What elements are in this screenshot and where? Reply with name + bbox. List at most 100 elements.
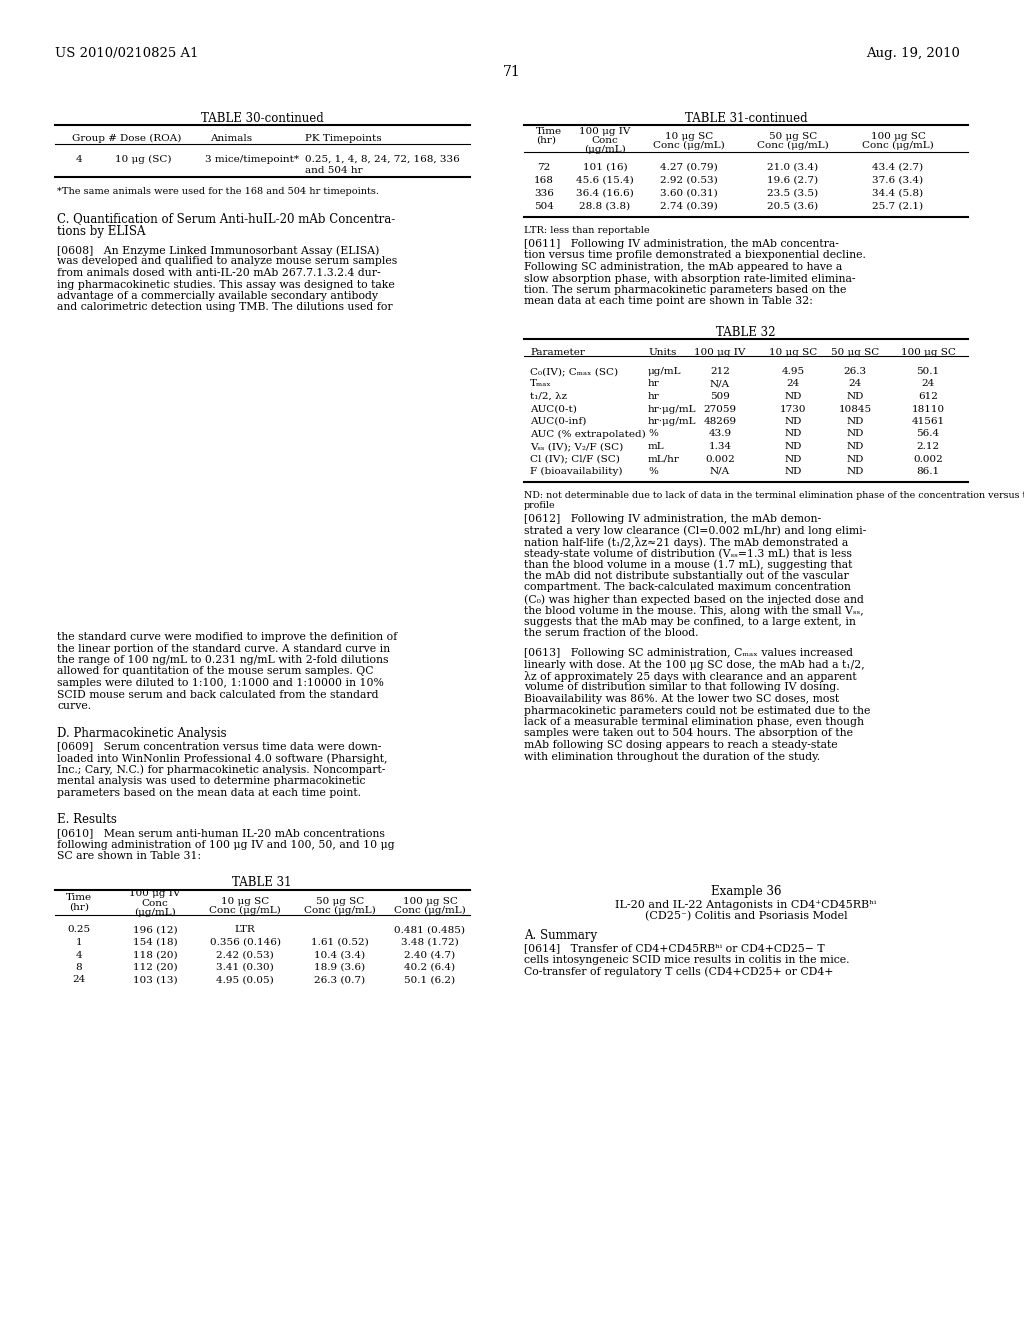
Text: Bioavailability was 86%. At the lower two SC doses, most: Bioavailability was 86%. At the lower tw… xyxy=(524,694,839,704)
Text: Vₛₛ (IV); V₂/F (SC): Vₛₛ (IV); V₂/F (SC) xyxy=(530,442,624,451)
Text: Parameter: Parameter xyxy=(530,348,585,356)
Text: 2.74 (0.39): 2.74 (0.39) xyxy=(660,202,718,211)
Text: nation half-life (t₁/2,λz≈21 days). The mAb demonstrated a: nation half-life (t₁/2,λz≈21 days). The … xyxy=(524,536,848,548)
Text: 1730: 1730 xyxy=(779,404,806,413)
Text: 0.481 (0.485): 0.481 (0.485) xyxy=(394,925,466,935)
Text: Units: Units xyxy=(648,348,677,356)
Text: 1.61 (0.52): 1.61 (0.52) xyxy=(311,939,369,946)
Text: AUC(0-t): AUC(0-t) xyxy=(530,404,577,413)
Text: 0.002: 0.002 xyxy=(706,454,735,463)
Text: Tₘₐₓ: Tₘₐₓ xyxy=(530,380,552,388)
Text: with elimination throughout the duration of the study.: with elimination throughout the duration… xyxy=(524,751,820,762)
Text: lack of a measurable terminal elimination phase, even though: lack of a measurable terminal eliminatio… xyxy=(524,717,864,727)
Text: strated a very low clearance (Cl=0.002 mL/hr) and long elimi-: strated a very low clearance (Cl=0.002 m… xyxy=(524,525,866,536)
Text: 103 (13): 103 (13) xyxy=(133,975,177,985)
Text: hr: hr xyxy=(648,380,659,388)
Text: Following SC administration, the mAb appeared to have a: Following SC administration, the mAb app… xyxy=(524,261,843,272)
Text: 50 μg SC: 50 μg SC xyxy=(830,348,880,356)
Text: TABLE 31-continued: TABLE 31-continued xyxy=(685,112,807,125)
Text: hr·μg/mL: hr·μg/mL xyxy=(648,417,696,426)
Text: 4.95 (0.05): 4.95 (0.05) xyxy=(216,975,273,985)
Text: (μg/mL): (μg/mL) xyxy=(584,145,626,154)
Text: 24: 24 xyxy=(73,975,86,985)
Text: IL-20 and IL-22 Antagonists in CD4⁺CD45RBʰⁱ: IL-20 and IL-22 Antagonists in CD4⁺CD45R… xyxy=(615,899,877,909)
Text: ND: ND xyxy=(846,392,863,401)
Text: Conc (μg/mL): Conc (μg/mL) xyxy=(304,906,376,915)
Text: N/A: N/A xyxy=(710,380,730,388)
Text: Conc (μg/mL): Conc (μg/mL) xyxy=(653,141,725,150)
Text: 100 μg SC: 100 μg SC xyxy=(870,132,926,141)
Text: tion. The serum pharmacokinetic parameters based on the: tion. The serum pharmacokinetic paramete… xyxy=(524,285,847,294)
Text: 3.60 (0.31): 3.60 (0.31) xyxy=(660,189,718,198)
Text: 10 μg SC: 10 μg SC xyxy=(665,132,713,141)
Text: profile: profile xyxy=(524,500,556,510)
Text: hr: hr xyxy=(648,392,659,401)
Text: ND: ND xyxy=(784,442,802,451)
Text: LTR: LTR xyxy=(234,925,255,935)
Text: [0613]   Following SC administration, Cₘₐₓ values increased: [0613] Following SC administration, Cₘₐₓ… xyxy=(524,648,853,657)
Text: following administration of 100 μg IV and 100, 50, and 10 μg: following administration of 100 μg IV an… xyxy=(57,840,394,850)
Text: D. Pharmacokinetic Analysis: D. Pharmacokinetic Analysis xyxy=(57,726,226,739)
Text: *The same animals were used for the 168 and 504 hr timepoints.: *The same animals were used for the 168 … xyxy=(57,187,379,195)
Text: C. Quantification of Serum Anti-huIL-20 mAb Concentra-: C. Quantification of Serum Anti-huIL-20 … xyxy=(57,213,395,224)
Text: AUC(0-inf): AUC(0-inf) xyxy=(530,417,587,426)
Text: Example 36: Example 36 xyxy=(711,884,781,898)
Text: 56.4: 56.4 xyxy=(916,429,940,438)
Text: 0.002: 0.002 xyxy=(913,454,943,463)
Text: than the blood volume in a mouse (1.7 mL), suggesting that: than the blood volume in a mouse (1.7 mL… xyxy=(524,560,852,570)
Text: ND: ND xyxy=(784,417,802,426)
Text: 10 μg SC: 10 μg SC xyxy=(221,896,269,906)
Text: Dose (ROA): Dose (ROA) xyxy=(120,135,181,143)
Text: volume of distribution similar to that following IV dosing.: volume of distribution similar to that f… xyxy=(524,682,840,693)
Text: ND: ND xyxy=(846,454,863,463)
Text: 504: 504 xyxy=(535,202,554,211)
Text: 8: 8 xyxy=(76,964,82,972)
Text: 10 μg (SC): 10 μg (SC) xyxy=(115,154,171,164)
Text: t₁/2, λz: t₁/2, λz xyxy=(530,392,567,401)
Text: 19.6 (2.7): 19.6 (2.7) xyxy=(767,176,818,185)
Text: λz of approximately 25 days with clearance and an apparent: λz of approximately 25 days with clearan… xyxy=(524,671,857,682)
Text: %: % xyxy=(648,429,657,438)
Text: 2.40 (4.7): 2.40 (4.7) xyxy=(404,950,456,960)
Text: 0.356 (0.146): 0.356 (0.146) xyxy=(210,939,281,946)
Text: 100 μg IV: 100 μg IV xyxy=(694,348,745,356)
Text: [0612]   Following IV administration, the mAb demon-: [0612] Following IV administration, the … xyxy=(524,513,821,524)
Text: Aug. 19, 2010: Aug. 19, 2010 xyxy=(866,48,961,59)
Text: 0.25: 0.25 xyxy=(68,925,90,935)
Text: 168: 168 xyxy=(535,176,554,185)
Text: 21.0 (3.4): 21.0 (3.4) xyxy=(767,162,818,172)
Text: 27059: 27059 xyxy=(703,404,736,413)
Text: mL/hr: mL/hr xyxy=(648,454,680,463)
Text: (hr): (hr) xyxy=(536,136,556,145)
Text: cells intosyngeneic SCID mice results in colitis in the mice.: cells intosyngeneic SCID mice results in… xyxy=(524,954,850,965)
Text: curve.: curve. xyxy=(57,701,91,711)
Text: Conc (μg/mL): Conc (μg/mL) xyxy=(862,141,934,150)
Text: ND: ND xyxy=(784,392,802,401)
Text: (μg/mL): (μg/mL) xyxy=(134,908,176,916)
Text: compartment. The back-calculated maximum concentration: compartment. The back-calculated maximum… xyxy=(524,582,851,593)
Text: the linear portion of the standard curve. A standard curve in: the linear portion of the standard curve… xyxy=(57,644,390,653)
Text: 3.48 (1.72): 3.48 (1.72) xyxy=(401,939,459,946)
Text: 509: 509 xyxy=(710,392,730,401)
Text: Conc (μg/mL): Conc (μg/mL) xyxy=(394,906,466,915)
Text: Animals: Animals xyxy=(210,135,252,143)
Text: 18110: 18110 xyxy=(911,404,944,413)
Text: ND: ND xyxy=(846,417,863,426)
Text: suggests that the mAb may be confined, to a large extent, in: suggests that the mAb may be confined, t… xyxy=(524,616,856,627)
Text: 4: 4 xyxy=(76,154,83,164)
Text: 50 μg SC: 50 μg SC xyxy=(315,896,365,906)
Text: 50.1 (6.2): 50.1 (6.2) xyxy=(404,975,456,985)
Text: 10 μg SC: 10 μg SC xyxy=(769,348,817,356)
Text: 50 μg SC: 50 μg SC xyxy=(769,132,817,141)
Text: 41561: 41561 xyxy=(911,417,944,426)
Text: N/A: N/A xyxy=(710,467,730,477)
Text: 10845: 10845 xyxy=(839,404,871,413)
Text: 100 μg SC: 100 μg SC xyxy=(900,348,955,356)
Text: 45.6 (15.4): 45.6 (15.4) xyxy=(577,176,634,185)
Text: [0610]   Mean serum anti-human IL-20 mAb concentrations: [0610] Mean serum anti-human IL-20 mAb c… xyxy=(57,828,385,838)
Text: and calorimetric detection using TMB. The dilutions used for: and calorimetric detection using TMB. Th… xyxy=(57,302,392,313)
Text: hr·μg/mL: hr·μg/mL xyxy=(648,404,696,413)
Text: steady-state volume of distribution (Vₛₛ=1.3 mL) that is less: steady-state volume of distribution (Vₛₛ… xyxy=(524,548,852,558)
Text: E. Results: E. Results xyxy=(57,813,117,826)
Text: advantage of a commercially available secondary antibody: advantage of a commercially available se… xyxy=(57,290,378,301)
